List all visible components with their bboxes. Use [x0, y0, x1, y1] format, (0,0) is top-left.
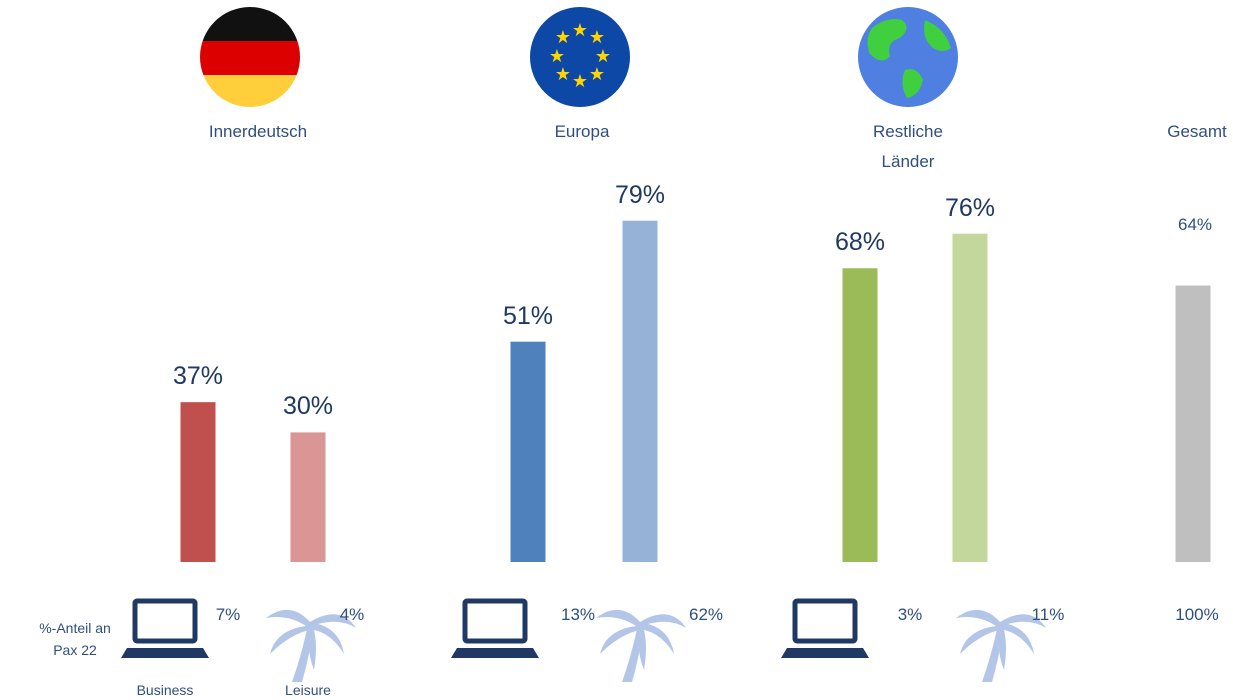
palm-icons	[266, 609, 1046, 682]
value-label: 37%	[172, 362, 224, 391]
value-label: 76%	[944, 193, 996, 222]
laptop-base	[781, 648, 869, 658]
palm-leaves	[956, 609, 1046, 670]
value-label: 51%	[502, 301, 554, 330]
laptop-screen	[462, 598, 528, 644]
flag-europe: ★ ★★ ★★★ ★★	[530, 7, 630, 107]
flag-germany	[200, 7, 300, 107]
palm-trunk	[982, 624, 1004, 682]
bar	[952, 233, 988, 562]
palm-trunk	[622, 624, 644, 682]
bar	[290, 432, 326, 562]
bar	[842, 268, 878, 562]
laptop-screen	[792, 598, 858, 644]
value-label: 64%	[1178, 214, 1213, 234]
share-label: 13%	[560, 605, 596, 624]
laptop-base	[451, 648, 539, 658]
svg-text:★: ★	[589, 27, 605, 47]
svg-text:★: ★	[595, 46, 611, 66]
globe	[858, 7, 958, 107]
share-title: %-Anteil an Pax 22	[39, 620, 111, 658]
value-label: 79%	[614, 180, 666, 209]
palm-leaves	[266, 609, 356, 670]
category-label: Gesamt	[1167, 122, 1227, 141]
svg-text:★: ★	[572, 20, 588, 40]
bar	[1175, 285, 1211, 562]
share-label: 4%	[339, 605, 365, 624]
bar	[622, 220, 658, 562]
category-label: Restliche Länder	[873, 122, 943, 171]
legend-label: Business	[136, 682, 194, 698]
bar	[180, 402, 216, 562]
bar	[510, 341, 546, 562]
svg-text:★: ★	[555, 27, 571, 47]
category-label: Europa	[554, 122, 610, 141]
laptop-base	[121, 648, 209, 658]
svg-text:★: ★	[589, 64, 605, 84]
laptop-screen	[132, 598, 198, 644]
share-label: 62%	[688, 605, 724, 624]
svg-text:★: ★	[572, 71, 588, 91]
share-label: 11%	[1031, 605, 1065, 624]
share-label: 7%	[215, 605, 241, 624]
value-label: 68%	[834, 228, 886, 257]
laptop-icons	[121, 598, 869, 658]
svg-text:★: ★	[555, 64, 571, 84]
value-label: 30%	[282, 392, 334, 421]
palm-trunk	[292, 624, 314, 682]
share-label: 3%	[897, 605, 923, 624]
share-label: 100%	[1175, 605, 1219, 624]
category-label: Innerdeutsch	[208, 122, 308, 141]
legend-label: Leisure	[285, 682, 331, 698]
svg-text:★: ★	[549, 46, 565, 66]
palm-leaves	[596, 609, 686, 670]
